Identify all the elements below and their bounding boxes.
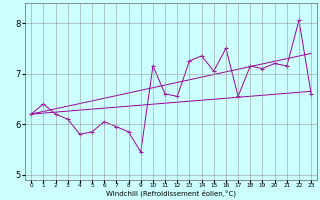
X-axis label: Windchill (Refroidissement éolien,°C): Windchill (Refroidissement éolien,°C) bbox=[106, 190, 236, 197]
